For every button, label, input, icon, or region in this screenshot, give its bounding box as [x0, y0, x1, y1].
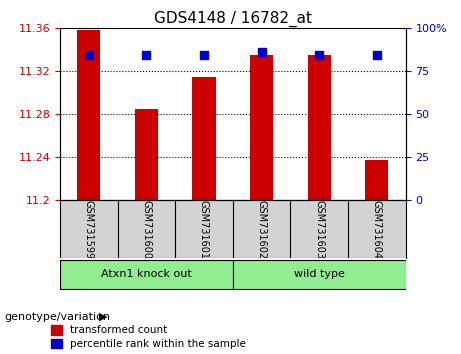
- Bar: [233, 260, 406, 289]
- Point: [258, 49, 266, 55]
- Text: genotype/variation: genotype/variation: [5, 312, 111, 322]
- Legend: transformed count, percentile rank within the sample: transformed count, percentile rank withi…: [51, 325, 246, 349]
- Point: [373, 52, 381, 58]
- Text: Atxn1 knock out: Atxn1 knock out: [101, 269, 192, 279]
- Bar: [250, 55, 273, 200]
- Text: GSM731602: GSM731602: [257, 200, 266, 259]
- Title: GDS4148 / 16782_at: GDS4148 / 16782_at: [154, 11, 312, 27]
- Bar: [77, 30, 100, 200]
- Text: GSM731600: GSM731600: [142, 200, 151, 258]
- Text: GSM731603: GSM731603: [314, 200, 324, 258]
- Point: [142, 52, 150, 58]
- Text: GSM731604: GSM731604: [372, 200, 382, 258]
- Bar: [365, 160, 388, 200]
- Text: GSM731599: GSM731599: [84, 200, 94, 259]
- Bar: [193, 76, 216, 200]
- Point: [200, 52, 207, 58]
- Text: ▶: ▶: [99, 312, 107, 322]
- Bar: [60, 260, 233, 289]
- Text: GSM731601: GSM731601: [199, 200, 209, 258]
- Text: wild type: wild type: [294, 269, 345, 279]
- Point: [85, 52, 92, 58]
- Point: [315, 52, 323, 58]
- Bar: [308, 55, 331, 200]
- Bar: [135, 109, 158, 200]
